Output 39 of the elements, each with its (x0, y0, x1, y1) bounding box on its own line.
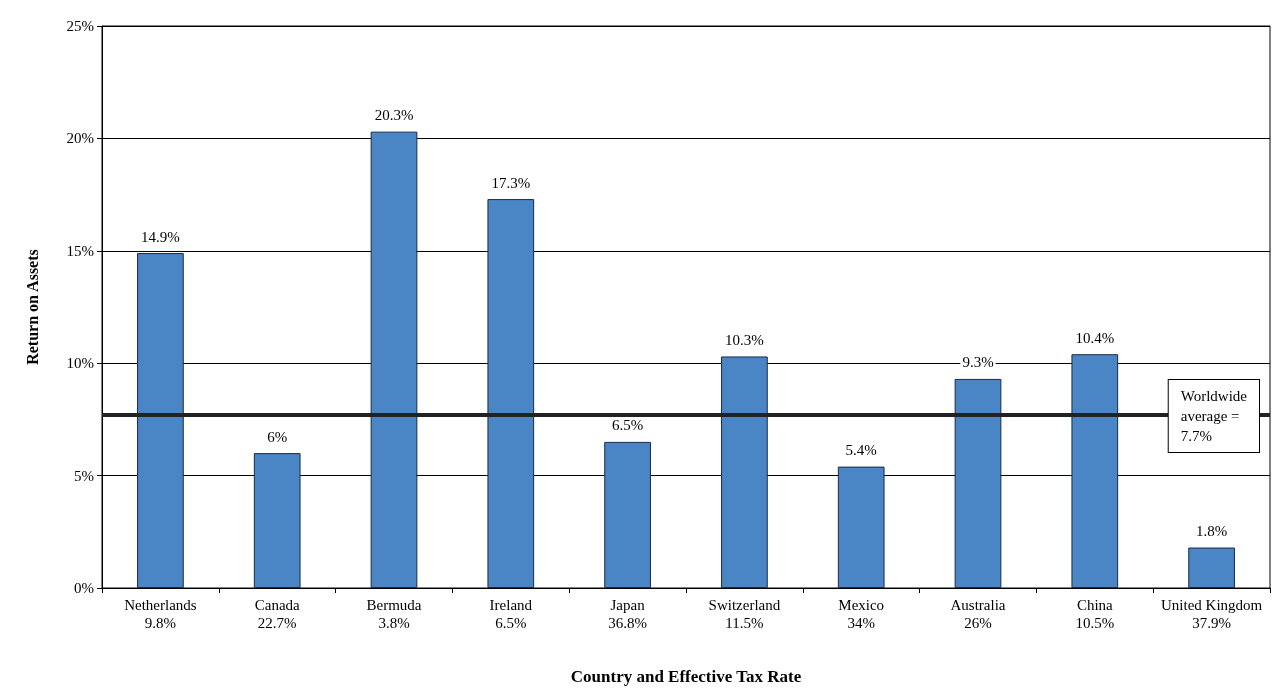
data-label: 10.4% (1075, 329, 1115, 346)
x-tick-label: Ireland 6.5% (489, 597, 533, 631)
x-tick-label: Mexico 34% (838, 597, 885, 631)
ref-line-label: Worldwide average = 7.7% (1180, 387, 1248, 444)
bar (954, 378, 1002, 588)
y-tick-label: 0% (74, 580, 94, 596)
y-tick-label: 10% (66, 355, 94, 372)
bar (1188, 547, 1235, 588)
data-label: 14.9% (141, 228, 180, 245)
x-axis-title: Country and Effective Tax Rate (570, 667, 802, 686)
bar (604, 441, 651, 588)
data-label: 6% (267, 428, 288, 445)
bar (487, 199, 535, 588)
data-label: 5.4% (845, 442, 877, 459)
y-axis-title: Return on Assets (23, 249, 41, 365)
x-tick-label: Canada 22.7% (254, 597, 301, 631)
x-tick-label: Australia 26% (950, 597, 1006, 631)
data-label: 10.3% (725, 331, 764, 348)
x-tick-label: United Kingdom 37.9% (1160, 597, 1263, 631)
x-tick-label: China 10.5% (1075, 597, 1115, 631)
bar (370, 131, 418, 588)
data-label: 9.3% (962, 354, 994, 371)
y-tick-label: 25% (66, 18, 94, 34)
data-label: 1.8% (1195, 523, 1228, 540)
bar (721, 356, 768, 588)
bar (837, 466, 885, 588)
x-tick-label: Netherlands 9.8% (124, 597, 197, 631)
data-label: 6.5% (611, 417, 644, 434)
data-label: 17.3% (491, 174, 531, 191)
y-tick-label: 5% (74, 467, 94, 484)
bar (253, 453, 301, 588)
y-tick-label: 15% (66, 242, 94, 259)
bar (137, 253, 184, 588)
y-tick-label: 20% (66, 130, 94, 147)
x-tick-label: Switzerland 11.5% (708, 597, 781, 631)
data-label: 20.3% (374, 107, 414, 124)
x-tick-label: Bermuda 3.8% (366, 597, 422, 631)
bar (1071, 354, 1119, 588)
x-tick-label: Japan 36.8% (608, 597, 647, 631)
